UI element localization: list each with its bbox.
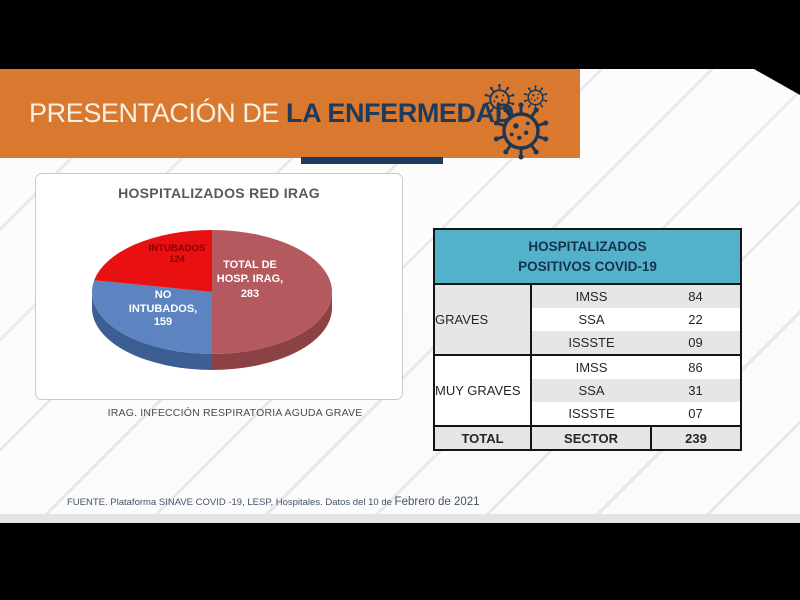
total-sector-label: SECTOR	[531, 425, 652, 451]
value-cell: 09	[651, 331, 741, 356]
source-note-text: FUENTE. Plataforma SINAVE COVID -19, LES…	[67, 497, 395, 508]
virus-icon	[492, 100, 550, 162]
value-cell: 31	[651, 378, 741, 403]
svg-text:TOTAL DE: TOTAL DE	[223, 259, 277, 271]
svg-text:INTUBADOS: INTUBADOS	[149, 243, 205, 254]
pie-slice-intubados	[94, 230, 212, 292]
table-row: SSA 31	[434, 378, 741, 403]
group-label-muy-graves: MUY GRAVES	[434, 354, 532, 427]
pie-slice-total	[212, 230, 332, 354]
value-cell: 22	[688, 312, 703, 328]
svg-text:INTUBADOS,: INTUBADOS,	[129, 303, 197, 315]
svg-text:283: 283	[241, 288, 259, 300]
table-header-row: HOSPITALIZADOS POSITIVOS COVID-19	[434, 229, 741, 285]
page-title-emphasis: LA ENFERMEDAD	[286, 98, 514, 128]
institution-cell: IMSS	[531, 354, 651, 379]
title-banner: PRESENTACIÓN DE LA ENFERMEDAD	[0, 69, 580, 162]
letterbox-top	[0, 0, 800, 69]
pie-chart: INTUBADOS 124 TOTAL DE HOSP. IRAG, 283 N…	[92, 230, 332, 370]
svg-text:HOSP. IRAG,: HOSP. IRAG,	[217, 273, 283, 285]
table-row: SSA 22	[434, 308, 741, 332]
source-note-date: Febrero de 2021	[394, 496, 480, 508]
svg-text:159: 159	[154, 316, 172, 328]
pie-label-no-intubados: NO INTUBADOS, 159	[129, 289, 197, 328]
table-title-line1: HOSPITALIZADOS	[528, 238, 647, 254]
institution-cell: ISSSTE	[531, 331, 651, 356]
total-value: 239	[651, 425, 741, 451]
page-title: PRESENTACIÓN DE LA ENFERMEDAD	[29, 69, 514, 158]
source-note: FUENTE. Plataforma SINAVE COVID -19, LES…	[67, 492, 480, 510]
institution-cell: IMSS	[531, 284, 651, 308]
slide-bottom-strip	[0, 514, 800, 523]
banner-underline	[301, 157, 443, 164]
value-cell: 86	[651, 354, 741, 379]
pie-side-total	[212, 292, 332, 370]
total-label: TOTAL	[434, 425, 532, 451]
table-row: ISSSTE 09	[434, 331, 741, 356]
svg-text:NO: NO	[155, 289, 172, 301]
group-label-graves: GRAVES	[434, 284, 532, 356]
value-cell: 84	[651, 284, 741, 308]
hospitalizados-table: HOSPITALIZADOS POSITIVOS COVID-19 GRAVES…	[433, 228, 742, 452]
pie-label-total: TOTAL DE HOSP. IRAG, 283	[217, 259, 283, 300]
letterbox-bottom	[0, 523, 800, 600]
institution-cell: SSA	[578, 312, 605, 328]
table-row: MUY GRAVES IMSS 86	[434, 354, 741, 427]
table-total-row: TOTAL SECTOR 239	[434, 425, 741, 451]
pie-chart-caption: IRAG. INFECCIÓN RESPIRATORIA AGUDA GRAVE	[107, 407, 363, 419]
pie-label-intubados: INTUBADOS 124	[149, 243, 205, 265]
table-title: HOSPITALIZADOS POSITIVOS COVID-19	[434, 229, 741, 285]
institution-cell: SSA	[531, 378, 651, 403]
pie-chart-title: HOSPITALIZADOS RED IRAG	[118, 185, 320, 201]
pie-slice-no-intubados	[92, 280, 212, 354]
institution-cell: ISSSTE	[568, 406, 615, 422]
svg-text:124: 124	[169, 254, 186, 265]
pie-chart-panel: HOSPITALIZADOS RED IRAG INTUBADOS 124 TO…	[35, 173, 403, 400]
table-title-line2: POSITIVOS COVID-19	[518, 258, 657, 274]
table-row: ISSSTE 07	[434, 402, 741, 426]
pie-side-no-intubados	[92, 292, 212, 370]
value-cell: 07	[688, 406, 703, 422]
page-title-prefix: PRESENTACIÓN DE	[29, 98, 280, 128]
table-row: GRAVES IMSS 84	[434, 284, 741, 356]
